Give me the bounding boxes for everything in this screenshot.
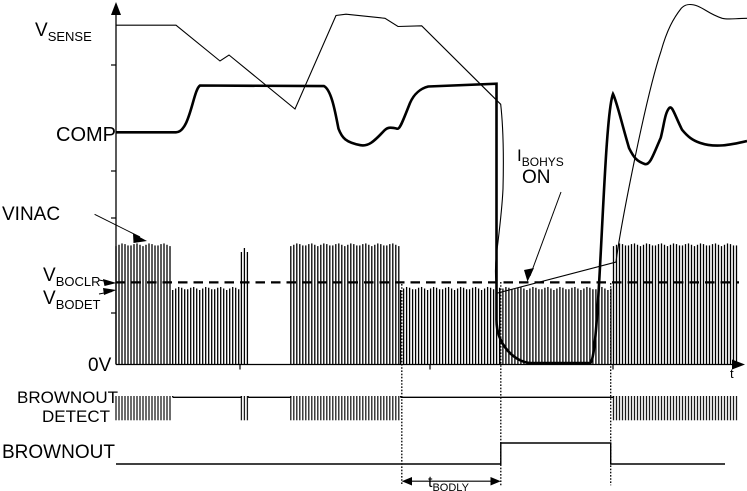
svg-text:BROWNOUT: BROWNOUT [2, 442, 115, 463]
svg-text:VINAC: VINAC [2, 204, 60, 225]
svg-text:COMP: COMP [56, 124, 116, 146]
svg-text:ON: ON [522, 167, 551, 188]
svg-text:0V: 0V [88, 355, 112, 376]
svg-text:BROWNOUT: BROWNOUT [17, 388, 118, 407]
svg-text:t: t [730, 366, 734, 381]
svg-text:DETECT: DETECT [42, 407, 110, 426]
